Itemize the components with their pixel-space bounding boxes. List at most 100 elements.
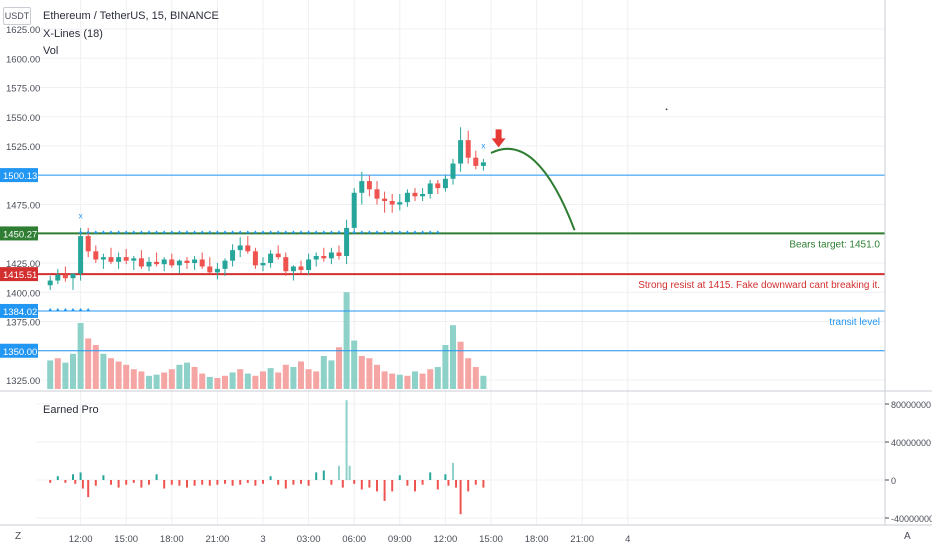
time-tick-label: 03:00 [297,534,321,545]
x-line-marker [435,230,440,234]
volume-bar [138,371,145,389]
candle-body [359,181,365,193]
price-tick-label: 1400.00 [6,288,40,299]
earned-bar [125,480,128,485]
candle-body [78,236,84,274]
earned-bar [307,480,310,486]
earned-bar [482,480,485,488]
earned-bar [110,480,112,485]
candle-body [214,268,220,273]
volume-bar [191,367,198,389]
candle-body [366,181,372,190]
volume-bar [396,374,403,389]
candle-body [93,251,99,260]
earned-bar [452,462,454,480]
volume-bar [260,371,266,389]
x-line-marker [367,230,372,234]
earned-bar [455,480,458,488]
earned-bar [208,480,211,486]
indicator-xlines[interactable]: X-Lines (18) [43,28,103,40]
time-tick-label: 15:00 [479,534,503,545]
x-line-marker [78,230,83,234]
earned-bar [444,474,447,480]
candle-body [298,266,304,271]
volume-bar [427,369,434,389]
earned-bar [429,472,432,480]
x-line-marker [375,230,379,234]
level-price-label: 1415.51 [3,270,37,281]
level-price-box [0,226,38,241]
indicator-vol[interactable]: Vol [43,45,59,57]
x-line-marker [329,230,334,234]
labels: 1500.13 1450.27 Bears target: 1451.0 1415.5… [0,168,880,358]
earned-pro-bars [49,400,485,515]
x-line-marker [321,230,326,234]
candle-body [458,140,464,164]
candle-body [344,227,350,256]
earned-bar [239,480,242,485]
volume-bar [161,372,168,389]
volume-bar [343,292,350,389]
x-line-marker [177,230,182,234]
auto-scale-button[interactable]: A [904,531,911,542]
candle-body [199,259,205,267]
x-line-marker [283,230,288,234]
candle-body [389,200,395,205]
candle-body [252,251,258,266]
dot-mark [665,108,668,111]
volume-bar [184,362,190,389]
candle-body [290,266,296,272]
earned-bar [254,480,257,486]
candle-body [108,257,114,262]
level-note: Strong resist at 1415. Fake downward can… [638,280,880,291]
x-line-marker [390,230,395,234]
lower-pane-title[interactable]: Earned Pro [43,404,99,416]
candle-body [336,252,342,256]
candle-body [116,257,122,262]
earned-bar [322,470,325,480]
x-line-marker [306,230,311,234]
earned-bar [231,480,234,486]
volume-bar [237,369,244,389]
volume-bar [252,375,259,389]
x-line-marker [359,230,364,234]
earned-bar [353,480,356,484]
x-line-marker [337,230,341,234]
volume-bar [419,373,426,389]
timezone-button[interactable]: Z [15,531,22,542]
earned-bar [262,480,264,484]
time-tick-label: 18:00 [160,534,184,545]
earned-bar [74,480,77,484]
annotations [490,108,668,231]
forecast-curve [490,147,576,231]
candle-body [146,261,152,267]
earned-bar [368,480,371,488]
candle-body [404,192,410,203]
candles [47,127,486,290]
lower-tick-label: 80000000 [891,400,931,410]
level-price-label: 1450.27 [3,229,37,240]
currency-badge[interactable]: USDT [3,7,31,25]
time-tick-label: 06:00 [342,534,366,545]
x-line-marker [428,230,433,234]
earned-bar [132,480,135,483]
earned-bar [421,480,424,485]
earned-bar [64,480,67,483]
volume-bar [450,325,456,389]
candle-body [100,257,106,260]
earned-bar [269,476,272,480]
earned-bar [201,480,204,485]
candle-body [138,258,144,267]
earned-bar [102,475,105,480]
x-line-marker [420,230,425,234]
price-tick-label: 1475.00 [6,201,40,212]
price-tick-label: 1550.00 [6,113,40,124]
volume-bar [54,358,61,389]
volume-bar [328,360,335,389]
x-line-marker [93,230,98,234]
earned-bar [284,480,287,489]
price-tick-label: 1325.00 [6,376,40,387]
x-line-marker [131,230,136,234]
candle-body [480,162,486,166]
earned-bar [391,480,394,492]
